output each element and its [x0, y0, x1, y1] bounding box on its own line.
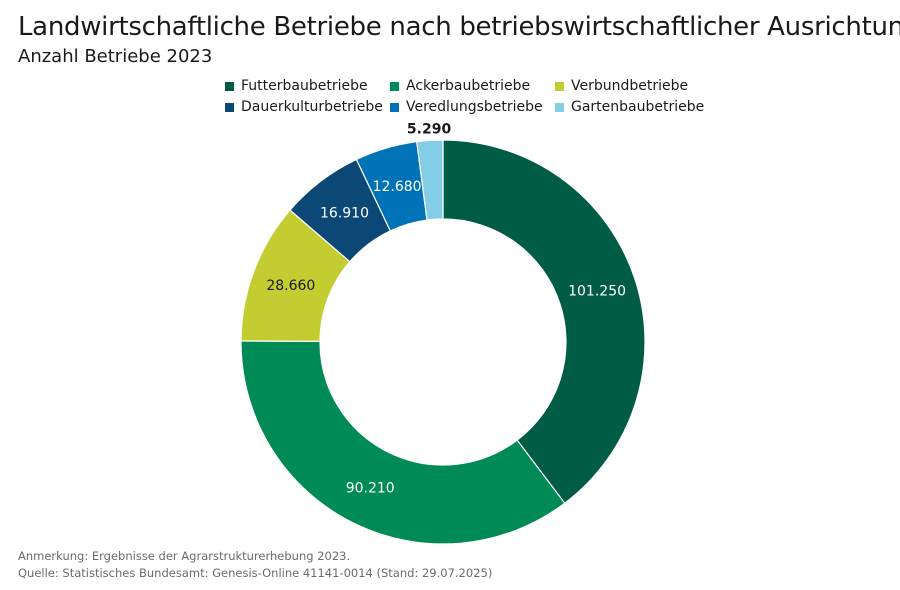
chart-subtitle: Anzahl Betriebe 2023: [18, 46, 213, 67]
chart-footer: Anmerkung: Ergebnisse der Agrarstrukture…: [18, 548, 492, 582]
legend-item: Futterbaubetriebe: [225, 78, 390, 94]
donut-slice: [442, 139, 646, 505]
slice-value-label: 16.910: [320, 206, 369, 222]
donut-slice: [416, 139, 444, 221]
legend-swatch: [390, 81, 399, 91]
legend-swatch: [555, 81, 564, 91]
legend-item: Dauerkulturbetriebe: [225, 99, 390, 115]
slice-value-label: 5.290: [407, 121, 452, 137]
legend-label: Dauerkulturbetriebe: [241, 99, 383, 115]
slice-value-label: 90.210: [346, 480, 395, 496]
legend-swatch: [225, 102, 234, 112]
legend-item: Verbundbetriebe: [555, 78, 720, 94]
legend-swatch: [390, 102, 399, 112]
legend-swatch: [225, 81, 234, 91]
chart-title: Landwirtschaftliche Betriebe nach betrie…: [18, 12, 900, 42]
legend-swatch: [555, 102, 564, 112]
donut-slice: [240, 340, 566, 545]
slice-value-label: 12.680: [373, 179, 422, 195]
legend-item: Veredlungsbetriebe: [390, 99, 555, 115]
footer-note: Anmerkung: Ergebnisse der Agrarstrukture…: [18, 549, 351, 563]
slice-value-label: 101.250: [568, 283, 626, 299]
chart-legend: Futterbaubetriebe Ackerbaubetriebe Verbund…: [225, 78, 725, 115]
legend-label: Gartenbaubetriebe: [571, 99, 705, 115]
legend-label: Veredlungsbetriebe: [406, 99, 543, 115]
slice-value-label: 28.660: [266, 278, 315, 294]
legend-label: Ackerbaubetriebe: [406, 78, 531, 94]
legend-label: Verbundbetriebe: [571, 78, 689, 94]
legend-item: Gartenbaubetriebe: [555, 99, 720, 115]
legend-item: Ackerbaubetriebe: [390, 78, 555, 94]
footer-source: Quelle: Statistisches Bundesamt: Genesis…: [18, 566, 493, 580]
legend-label: Futterbaubetriebe: [241, 78, 368, 94]
